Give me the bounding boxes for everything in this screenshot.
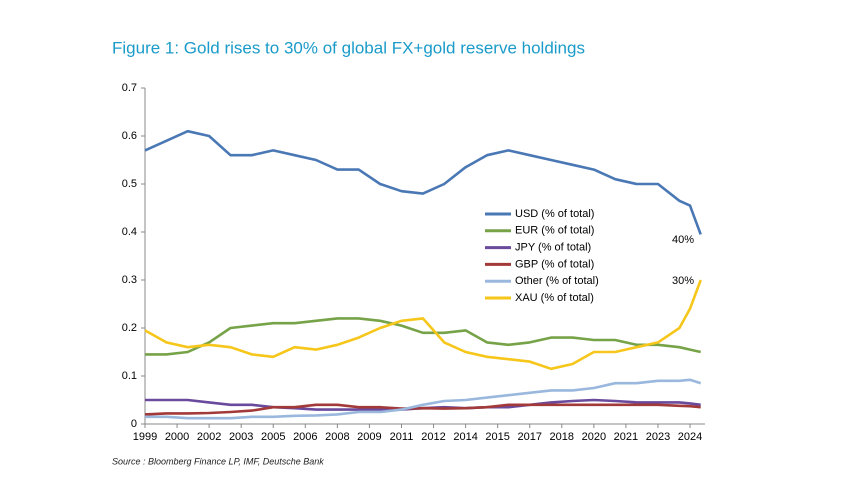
x-tick-label: 2002 bbox=[197, 431, 221, 443]
x-tick-label: 2009 bbox=[357, 431, 381, 443]
x-tick-label: 2018 bbox=[550, 431, 574, 443]
y-tick-label: 0.7 bbox=[122, 82, 137, 94]
series-line bbox=[145, 317, 701, 356]
x-tick-label: 1999 bbox=[133, 431, 157, 443]
legend-label: GBP (% of total) bbox=[515, 258, 594, 270]
x-tick-label: 2012 bbox=[421, 431, 445, 443]
y-tick-label: 0.3 bbox=[122, 274, 137, 286]
legend-label: Other (% of total) bbox=[515, 275, 599, 287]
legend-label: XAU (% of total) bbox=[515, 292, 594, 304]
x-tick-label: 2000 bbox=[165, 431, 189, 443]
source-note: Source : Bloomberg Finance LP, IMF, Deut… bbox=[112, 456, 324, 466]
legend-label: EUR (% of total) bbox=[515, 225, 594, 237]
x-tick-label: 2024 bbox=[678, 431, 702, 443]
series-line bbox=[144, 129, 702, 235]
y-tick-label: 0.1 bbox=[122, 370, 137, 382]
legend-label: USD (% of total) bbox=[515, 208, 594, 220]
chart-title: Figure 1: Gold rises to 30% of global FX… bbox=[112, 38, 585, 57]
x-tick-label: 2006 bbox=[293, 431, 317, 443]
y-tick-label: 0.4 bbox=[122, 226, 137, 238]
annotation: 30% bbox=[672, 275, 694, 287]
x-tick-label: 2020 bbox=[582, 431, 606, 443]
x-tick-label: 2003 bbox=[229, 431, 253, 443]
y-tick-label: 0.2 bbox=[122, 322, 137, 334]
legend-label: JPY (% of total) bbox=[515, 242, 591, 254]
series-line bbox=[145, 378, 702, 420]
x-tick-label: 2014 bbox=[453, 431, 477, 443]
series-line bbox=[144, 403, 701, 416]
annotation: 40% bbox=[672, 234, 694, 246]
x-tick-label: 2017 bbox=[517, 431, 541, 443]
x-tick-label: 2021 bbox=[614, 431, 638, 443]
y-tick-label: 0.5 bbox=[122, 178, 137, 190]
series-line bbox=[144, 279, 702, 371]
x-tick-label: 2011 bbox=[390, 431, 414, 443]
y-tick-label: 0 bbox=[131, 418, 137, 430]
x-tick-label: 2008 bbox=[325, 431, 349, 443]
x-tick-label: 2023 bbox=[646, 431, 670, 443]
x-tick-label: 2015 bbox=[485, 431, 509, 443]
y-tick-label: 0.6 bbox=[122, 130, 137, 142]
x-tick-label: 2005 bbox=[261, 431, 285, 443]
